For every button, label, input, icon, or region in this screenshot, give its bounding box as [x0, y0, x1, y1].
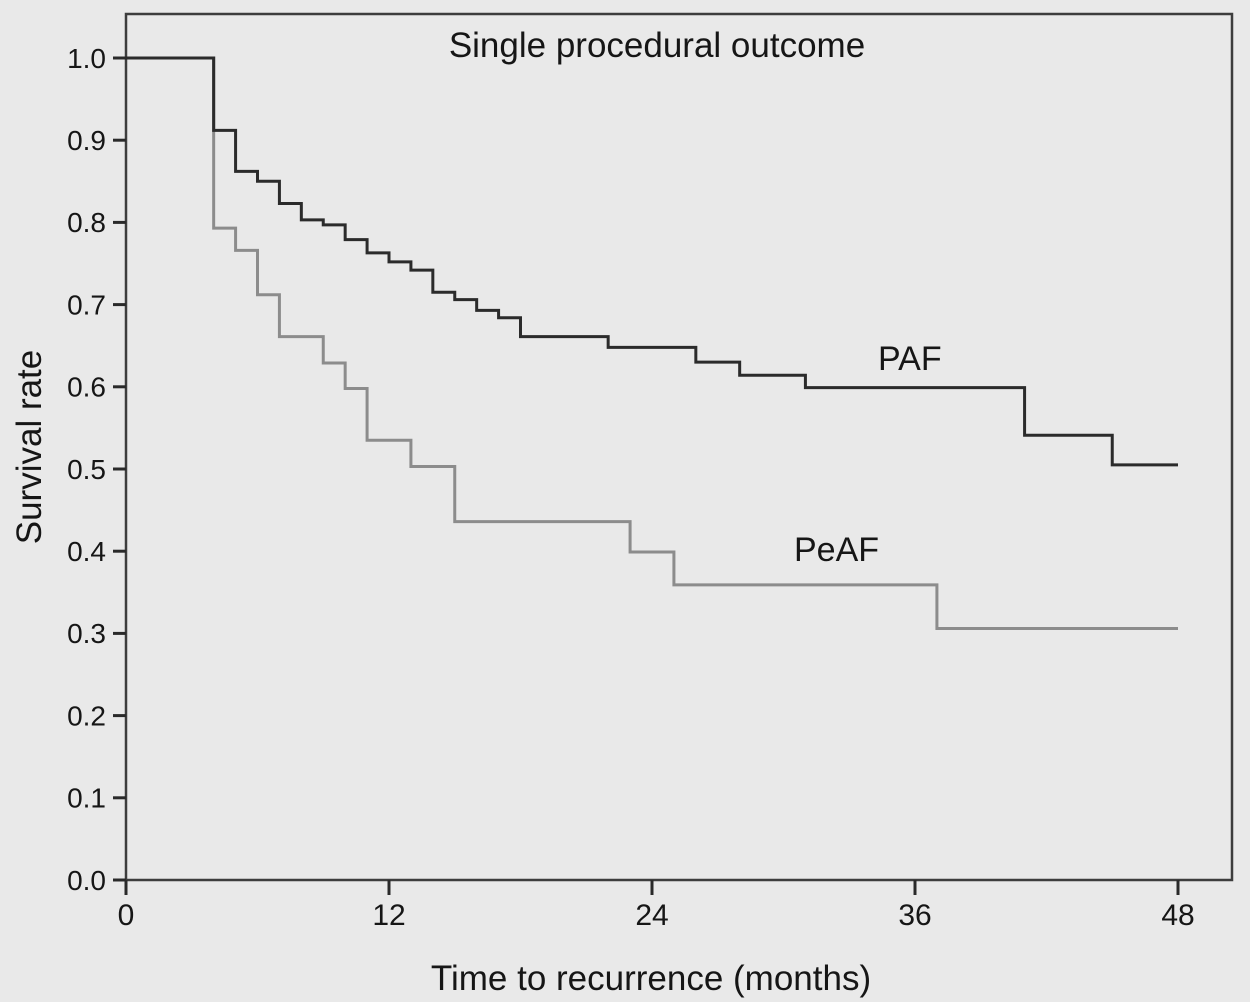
x-tick-label: 12: [372, 899, 405, 932]
y-tick-label: 0.9: [67, 125, 106, 156]
series-curve-peaf: [126, 56, 1178, 630]
y-tick-label: 1.0: [67, 43, 106, 74]
series-label-paf: PAF: [878, 340, 942, 378]
y-axis-title: Survival rate: [10, 349, 49, 545]
y-tick-label: 0.0: [67, 865, 106, 896]
series-label-peaf: PeAF: [794, 531, 880, 569]
chart-title: Single procedural outcome: [448, 26, 866, 65]
series-curve-paf: [126, 56, 1178, 467]
y-tick-label: 0.3: [67, 618, 106, 649]
y-tick-label: 0.8: [67, 207, 106, 238]
x-tick-label: 0: [118, 899, 135, 932]
plot-frame: [124, 12, 1234, 882]
x-tick-label: 48: [1161, 899, 1194, 932]
x-tick-label: 24: [635, 899, 668, 932]
x-axis-title: Time to recurrence (months): [430, 959, 872, 998]
y-tick-label: 0.2: [67, 700, 106, 731]
y-tick-label: 0.6: [67, 372, 106, 403]
x-tick-label: 36: [898, 899, 931, 932]
y-tick-label: 0.7: [67, 289, 106, 320]
y-tick-label: 0.5: [67, 454, 106, 485]
y-tick-label: 0.4: [67, 536, 106, 567]
y-tick-label: 0.1: [67, 783, 106, 814]
